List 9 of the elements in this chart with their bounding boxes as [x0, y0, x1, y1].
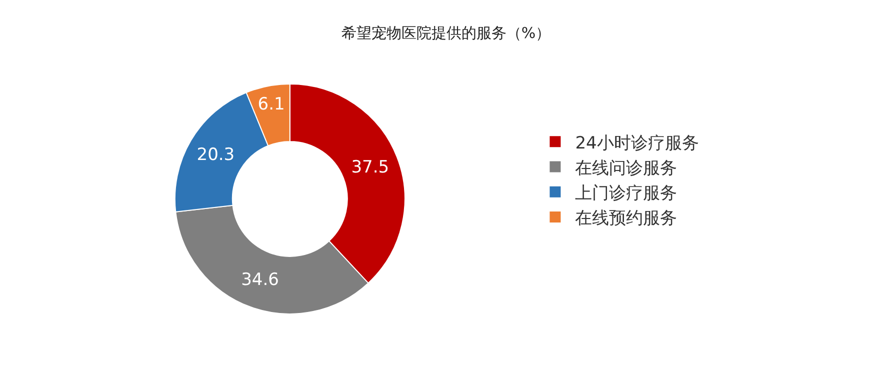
chart-title: 希望宠物医院提供的服务（%） [341, 24, 551, 42]
data-label: 20.3 [196, 145, 235, 166]
legend-label: 24小时诊疗服务 [575, 133, 699, 154]
legend-label: 上门诊疗服务 [575, 183, 678, 204]
legend-label: 在线问诊服务 [575, 158, 678, 178]
data-label: 6.1 [258, 94, 285, 114]
legend-label: 在线预约服务 [575, 208, 678, 229]
data-label: 37.5 [351, 157, 390, 178]
data-label: 34.6 [241, 270, 279, 290]
